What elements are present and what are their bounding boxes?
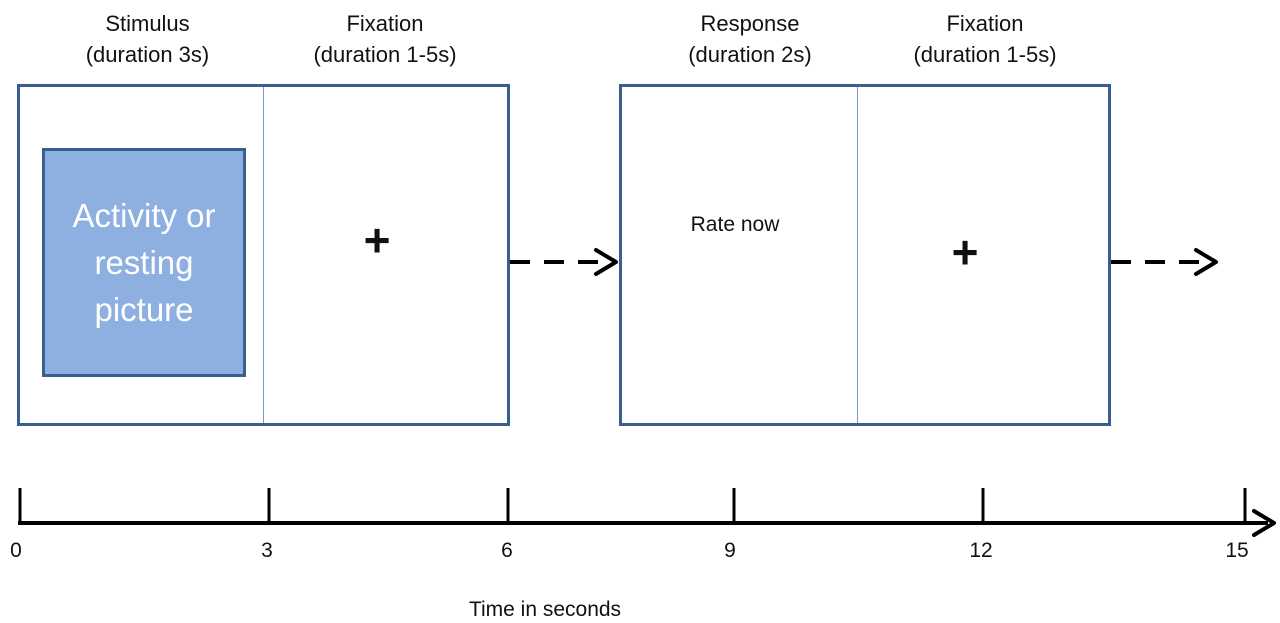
axis-title: Time in seconds: [468, 598, 622, 621]
dashed-arrow: [1111, 248, 1218, 276]
phase-title: Fixation: [346, 11, 424, 36]
phase-label-fixation-2: Fixation (duration 1-5s): [890, 8, 1080, 70]
panel-divider: [857, 87, 858, 423]
phase-title: Response: [700, 11, 800, 36]
phase-label-stimulus: Stimulus (duration 3s): [60, 8, 235, 70]
tick-label: 3: [261, 539, 273, 562]
dashed-arrow: [510, 248, 618, 276]
phase-duration: (duration 3s): [85, 42, 210, 67]
phase-label-response: Response (duration 2s): [665, 8, 835, 70]
phase-title: Fixation: [946, 11, 1024, 36]
stimulus-text: Activity or resting picture: [72, 197, 216, 328]
response-prompt: Rate now: [690, 213, 780, 236]
time-axis: [18, 488, 1276, 537]
phase-duration: (duration 2s): [688, 42, 812, 67]
response-fixation-panel: [619, 84, 1111, 426]
fixation-cross: +: [363, 214, 391, 266]
tick-label: 15: [1225, 539, 1249, 562]
panel-divider: [263, 87, 264, 423]
tick-label: 12: [969, 539, 993, 562]
phase-duration: (duration 1-5s): [913, 42, 1057, 67]
phase-label-fixation-1: Fixation (duration 1-5s): [290, 8, 480, 70]
fixation-cross: +: [951, 226, 979, 278]
phase-title: Stimulus: [105, 11, 190, 36]
tick-label: 6: [501, 539, 513, 562]
phase-duration: (duration 1-5s): [313, 42, 457, 67]
stimulus-picture-box: Activity or resting picture: [42, 148, 246, 377]
tick-label: 0: [10, 539, 22, 562]
tick-label: 9: [724, 539, 736, 562]
